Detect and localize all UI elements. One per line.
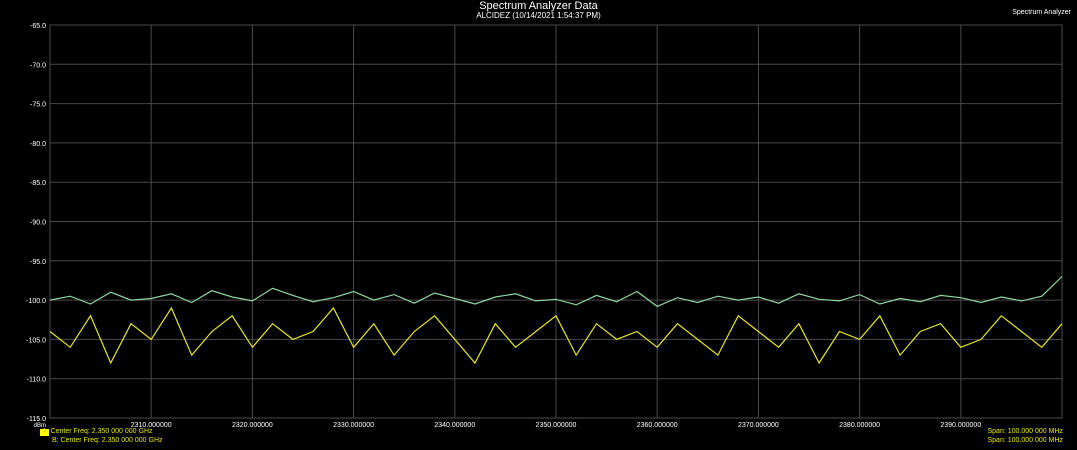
y-tick-label: -95.0 bbox=[30, 259, 46, 266]
x-tick-label: 2360.000000 bbox=[637, 422, 678, 429]
corner-app-label: Spectrum Analyzer bbox=[1012, 9, 1071, 16]
series-line-a bbox=[49, 306, 1063, 365]
x-tick-label: 2390.000000 bbox=[940, 422, 981, 429]
y-tick-label: -115.0 bbox=[27, 416, 46, 423]
x-tick-label: 2350.000000 bbox=[536, 422, 577, 429]
x-tick-label: 2320.000000 bbox=[232, 422, 273, 429]
y-tick-label: -110.0 bbox=[27, 377, 46, 384]
legend-trace-b: B: Center Freq: 2.350 000 000 GHz bbox=[52, 437, 163, 444]
span-trace-a: Span: 100.000 000 MHz bbox=[987, 428, 1064, 435]
y-tick-label: -80.0 bbox=[30, 141, 46, 148]
y-tick-label: -85.0 bbox=[30, 180, 46, 187]
y-tick-label: -65.0 bbox=[30, 23, 46, 30]
trace-a-legend-swatch bbox=[40, 429, 49, 436]
y-tick-label: -90.0 bbox=[30, 220, 46, 227]
x-tick-label: 2310.000000 bbox=[131, 422, 172, 429]
x-tick-label: 2380.000000 bbox=[839, 422, 880, 429]
chart-subtitle: ALCIDEZ (10/14/2021 1:54:37 PM) bbox=[476, 11, 601, 20]
x-tick-label: 2370.000000 bbox=[738, 422, 779, 429]
legend-trace-a: A: Center Freq: 2.350 000 000 GHz bbox=[42, 428, 153, 435]
series-line-b bbox=[49, 276, 1063, 308]
y-axis-unit-label: dBm bbox=[34, 423, 46, 429]
span-trace-b: Span: 100.000 000 MHz bbox=[987, 437, 1064, 444]
y-tick-label: -70.0 bbox=[30, 62, 46, 69]
chart-title: Spectrum Analyzer Data bbox=[479, 0, 598, 12]
x-tick-label: 2330.000000 bbox=[333, 422, 374, 429]
y-tick-label: -100.0 bbox=[26, 298, 46, 305]
y-tick-label: -75.0 bbox=[30, 102, 46, 109]
y-tick-label: -105.0 bbox=[26, 337, 46, 344]
x-tick-label: 2340.000000 bbox=[434, 422, 475, 429]
